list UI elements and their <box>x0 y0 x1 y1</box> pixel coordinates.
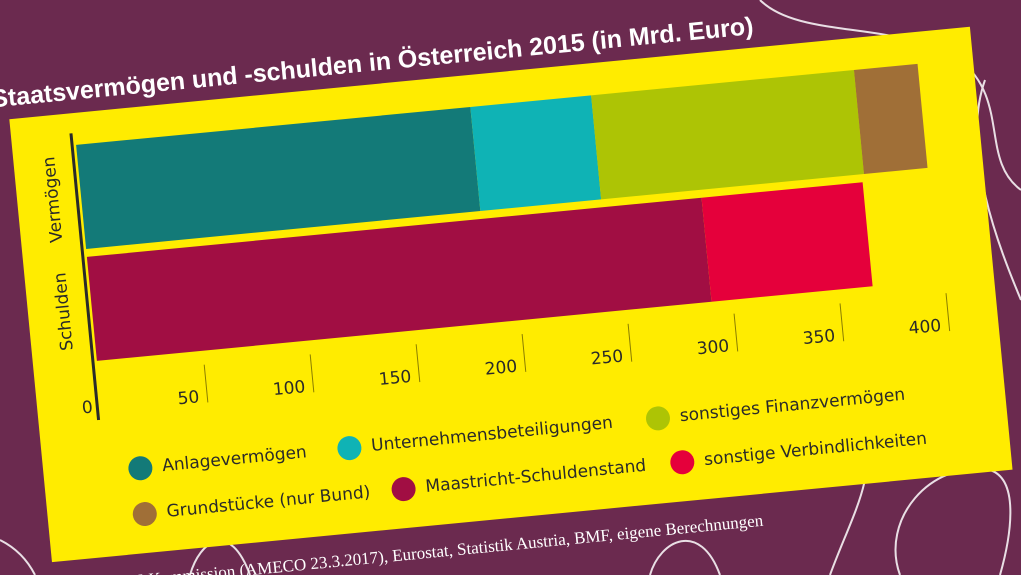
bar-segment <box>86 197 712 361</box>
tick-mark <box>839 303 845 342</box>
x-tick-label: 150 <box>378 367 412 390</box>
tick-mark <box>415 344 421 383</box>
bar-segment <box>76 106 481 249</box>
legend-swatch <box>132 502 157 527</box>
bar-segment <box>470 95 602 211</box>
tick-mark <box>627 323 633 362</box>
legend-swatch <box>645 406 670 431</box>
y-axis-line <box>69 133 101 421</box>
x-tick-label: 200 <box>484 357 518 380</box>
x-tick-label: 350 <box>802 326 836 349</box>
tick-mark <box>945 293 951 332</box>
tick-mark <box>309 354 315 393</box>
bar-segment <box>591 70 864 200</box>
legend-swatch <box>337 436 362 461</box>
x-tick-label: 250 <box>590 347 624 370</box>
x-tick-label: 300 <box>696 336 730 359</box>
tick-mark <box>521 333 527 372</box>
x-tick-label: 100 <box>272 377 306 400</box>
x-tick-label: 0 <box>81 398 94 419</box>
tick-mark <box>733 313 739 352</box>
legend-swatch <box>391 477 416 502</box>
legend-swatch <box>670 450 695 475</box>
tick-mark <box>203 364 209 403</box>
x-tick-label: 400 <box>908 316 942 339</box>
bar-segment <box>701 182 873 302</box>
legend-swatch <box>128 456 153 481</box>
bar-segment <box>853 63 928 175</box>
x-tick-label: 50 <box>177 387 200 409</box>
